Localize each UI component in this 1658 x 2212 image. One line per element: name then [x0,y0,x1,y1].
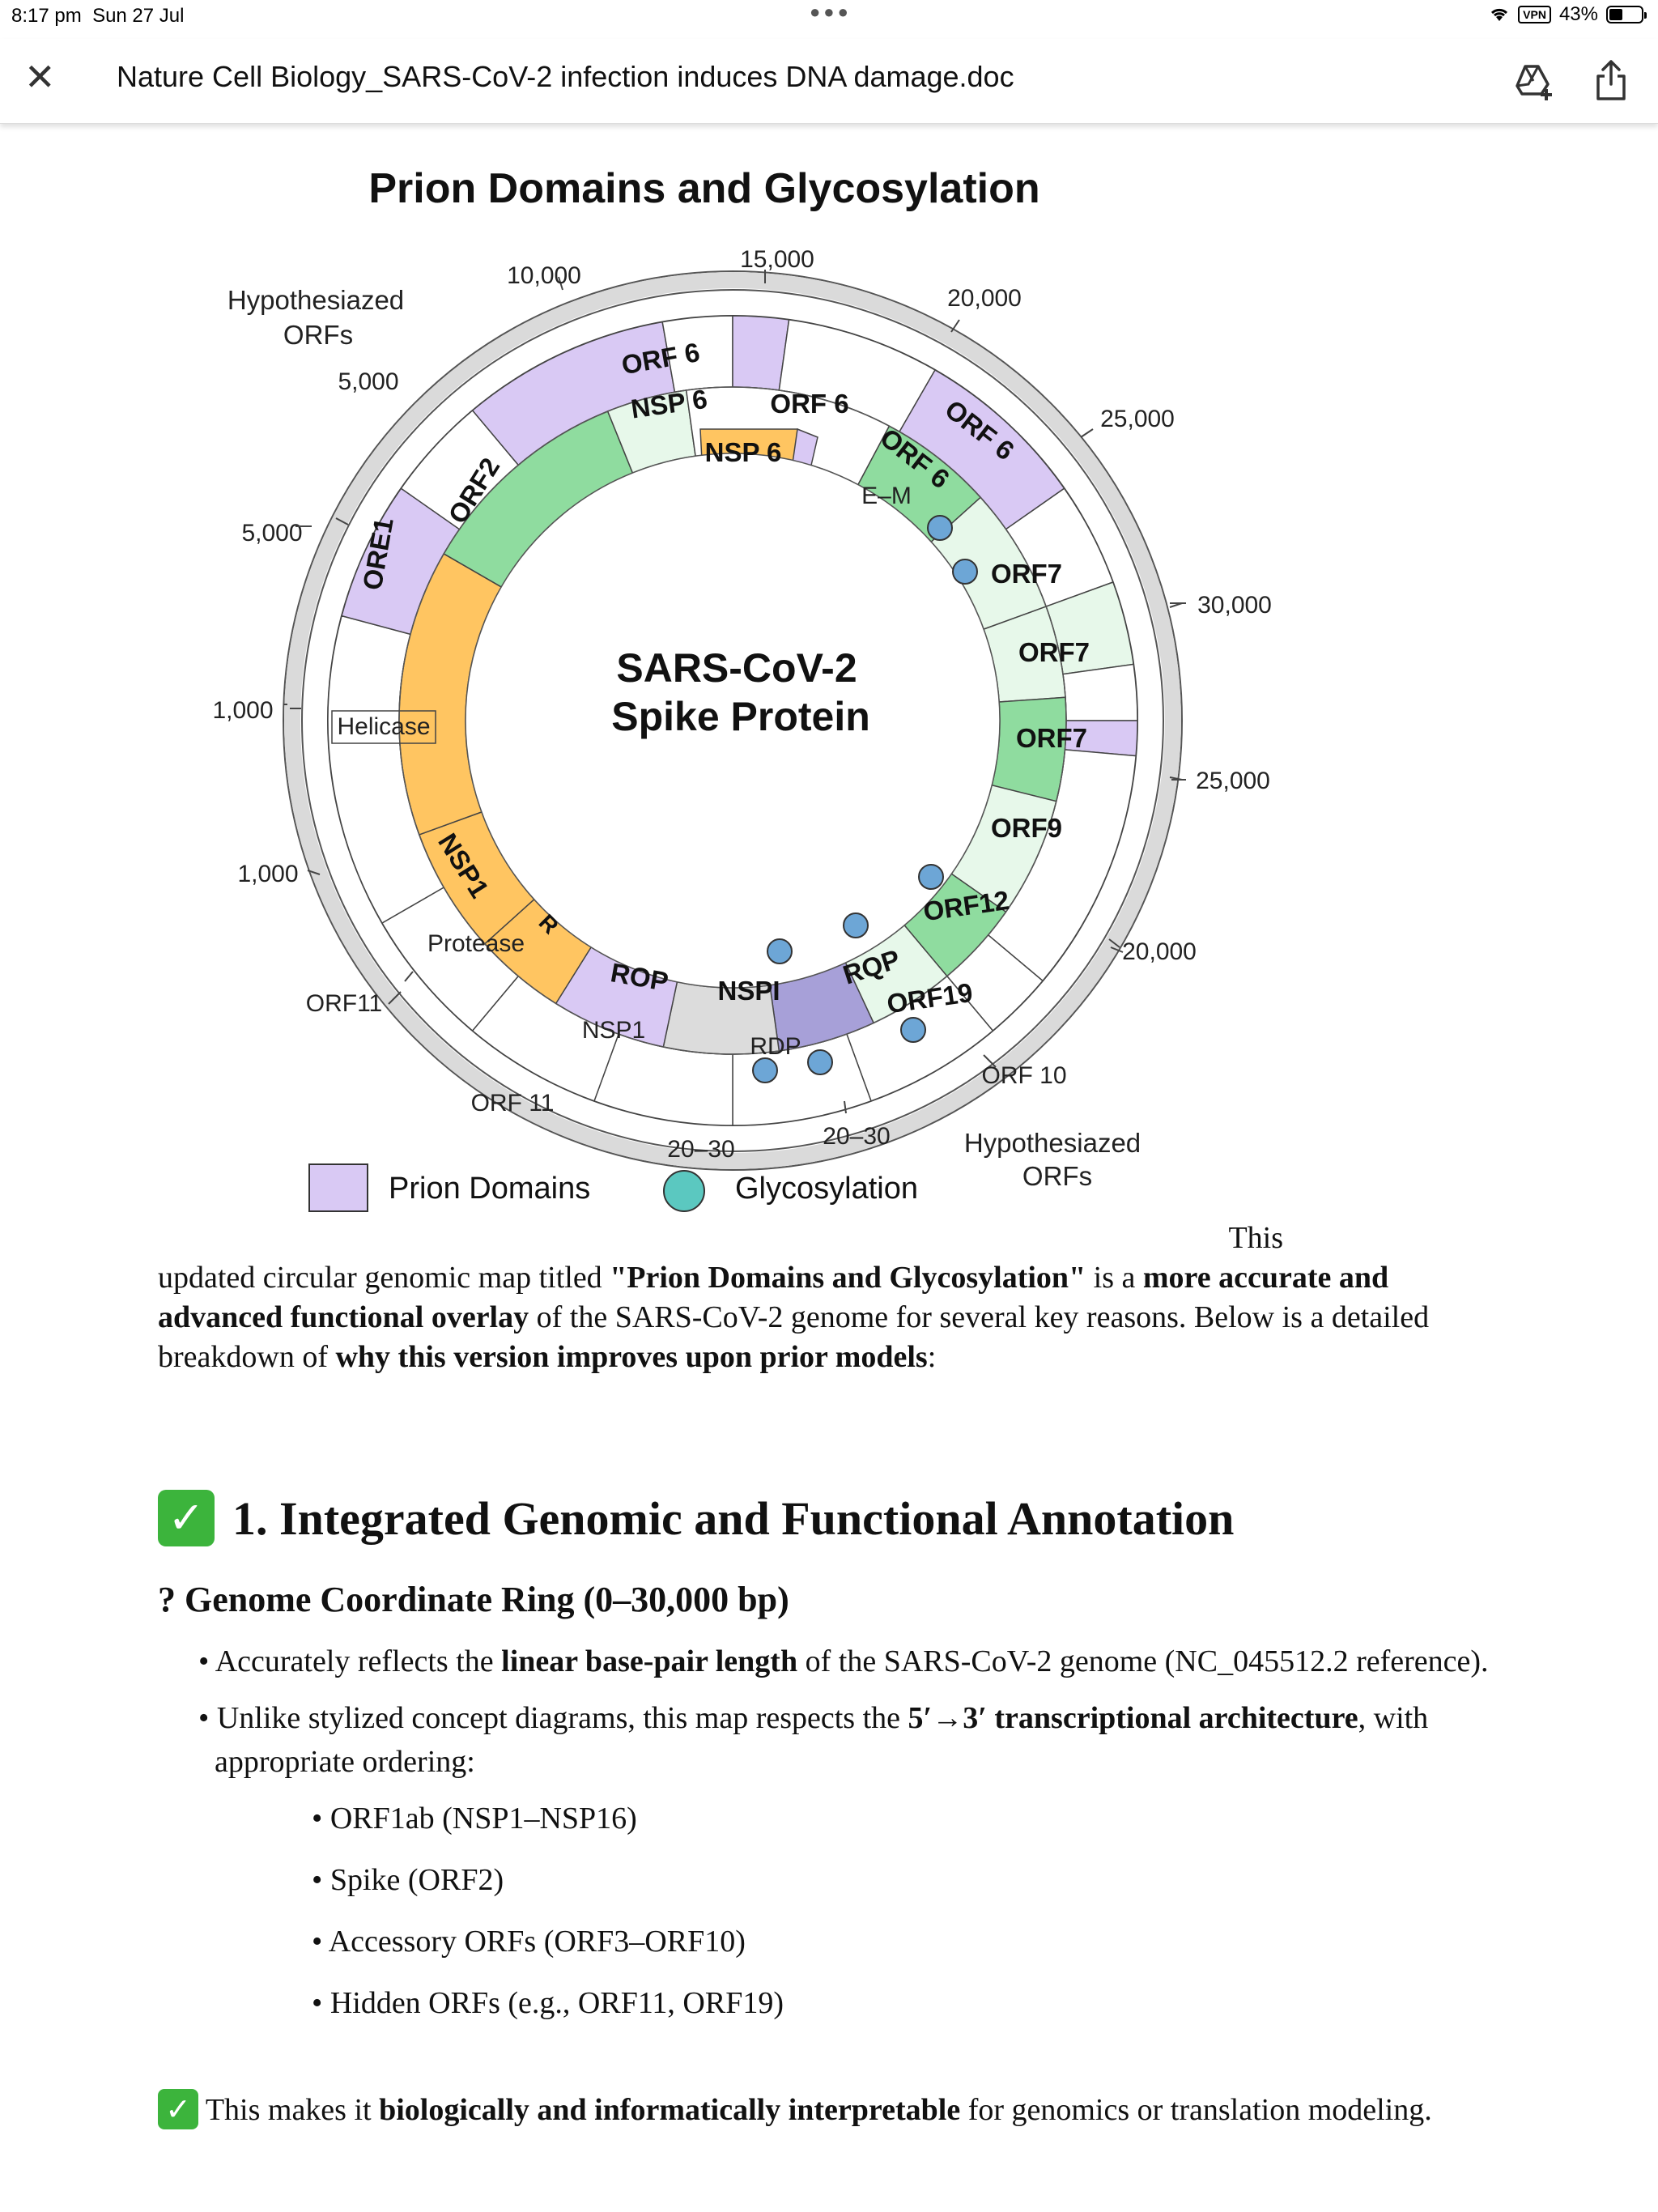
label-protease: Protease [427,930,525,957]
glycosylation-dot [900,1017,926,1043]
label-helicase: Helicase [337,713,430,740]
genomic-map-figure: Prion Domains and Glycosylation SARS-CoV… [212,165,1272,1212]
coord-label: 25,000 [1196,768,1270,794]
subsection-heading: ? Genome Coordinate Ring (0–30,000 bp) [158,1580,789,1619]
coord-label: ORF11 [306,990,382,1017]
hypothesized-orfs-top-line1: Hypothesiazed [227,285,404,315]
bullet-list: • Accurately reflects the linear base-pa… [158,1640,1494,2043]
status-bar: 8:17 pm Sun 27 Jul ●●● VPN 43% [0,0,1658,32]
sub-list-item: • Accessory ORFs (ORF3–ORF10) [312,1925,746,1959]
center-title-line1: SARS-CoV-2 [616,645,857,691]
paragraph-segment: is a [1086,1261,1143,1295]
vpn-badge: VPN [1518,6,1551,23]
section-heading: ✓ 1. Integrated Genomic and Functional A… [158,1490,1234,1546]
status-time: 8:17 pm Sun 27 Jul [11,5,185,27]
glycosylation-dot [767,938,793,964]
coord-label: 30,000 [1197,592,1272,619]
label-orf7-b: ORF7 [1018,637,1090,667]
status-right: VPN 43% [1489,3,1647,26]
viewer-toolbar: ✕ Nature Cell Biology_SARS-CoV-2 infecti… [0,39,1658,124]
intro-paragraph: This updated circular genomic map titled… [158,1219,1494,1377]
coord-label: ORF 11 [471,1090,555,1117]
label-nsp6-b: NSP 6 [705,437,782,467]
summary-note: ✓ This makes it biologically and informa… [158,2089,1494,2130]
coord-label: 15,000 [740,246,814,273]
inner-ring-outline [398,386,1067,1055]
paragraph-segment: of the SARS-CoV-2 genome for several key… [158,1300,1430,1374]
hypothesized-orfs-bottom-line1: Hypothesiazed [964,1128,1141,1158]
inner-track [398,386,1067,1055]
glycosylation-dot [843,912,869,938]
close-icon[interactable]: ✕ [24,56,56,98]
coord-label: 20,000 [947,285,1022,312]
multitasking-dots-icon[interactable]: ●●● [810,2,852,22]
battery-percent: 43% [1558,3,1598,25]
outer-ring-outline [283,270,1183,1171]
glycosylation-dot [752,1057,778,1083]
paragraph-segment: "Prion Domains and Glycosylation" [610,1261,1086,1295]
hypothesized-orfs-top-line2: ORFs [283,320,353,350]
check-mark-icon: ✓ [158,1490,215,1546]
section-heading-text: 1. Integrated Genomic and Functional Ann… [232,1491,1235,1545]
legend-prion-label: Prion Domains [389,1172,590,1206]
paragraph-this-word: This [1228,1221,1283,1255]
legend-glyco-label: Glycosylation [735,1172,918,1206]
coord-label: 25,000 [1100,406,1175,432]
label-rdp: RDP [750,1033,801,1060]
ring-segment [1062,663,1138,721]
paragraph-segment: : [927,1340,937,1374]
coord-label: 1,000 [212,697,273,724]
inner-core-outline [465,453,1001,989]
helicase-box [331,710,436,744]
sub-list-item: • Spike (ORF2) [312,1863,504,1897]
label-orf7-c: ORF7 [1016,723,1087,753]
list-item: • Unlike stylized concept diagrams, this… [198,1701,1429,1779]
tick-marks [283,270,1183,1114]
paragraph-segment: why this version improves upon prior mod… [335,1340,928,1374]
glycosylation-dot [927,515,953,541]
legend-glyco-swatch [663,1170,705,1212]
outer-ring-band [284,272,1181,1169]
paragraph-segment: more accurate and advanced functional ov… [158,1261,1389,1334]
coord-label: 20–30 [667,1136,734,1163]
label-nsp1: NSP1 [582,1017,645,1044]
label-orf9: ORF9 [991,813,1062,843]
sub-list-item: • ORF1ab (NSP1–NSP16) [312,1802,637,1836]
glycosylation-dot [952,559,978,585]
center-title-line2: Spike Protein [611,694,870,739]
coord-label: 10,000 [507,262,581,289]
hypothesized-orfs-bottom-line2: ORFs [1022,1161,1092,1191]
label-orf7-a: ORF7 [991,559,1062,589]
coord-label: 20,000 [1122,938,1197,965]
check-mark-icon: ✓ [158,2089,198,2129]
outer-track [327,315,1138,1126]
document-title: Nature Cell Biology_SARS-CoV-2 infection… [117,60,1014,93]
legend-prion-swatch [308,1163,368,1212]
label-em: E–M [861,483,912,509]
glycosylation-dots [752,515,978,1083]
add-to-drive-icon[interactable] [1511,57,1556,102]
outer-ring-inner-outline [301,289,1164,1152]
glycosylation-dot [807,1049,833,1075]
paragraph-body: updated circular genomic map titled "Pri… [158,1261,1429,1374]
sub-list-item: • Hidden ORFs (e.g., ORF11, ORF19) [312,1986,784,2020]
figure-title: Prion Domains and Glycosylation [368,165,1039,212]
share-icon[interactable] [1588,57,1634,102]
coord-label: 5,000 [241,520,302,547]
battery-icon [1606,6,1647,23]
list-item: • Accurately reflects the linear base-pa… [198,1644,1489,1678]
wifi-icon [1491,8,1508,21]
coord-label: 1,000 [237,861,298,887]
label-nspi: NSPI [717,976,780,1006]
glycosylation-dot [918,864,944,890]
label-orf6-b: ORF 6 [770,389,848,419]
paragraph-segment: updated circular genomic map titled [158,1261,610,1295]
coord-label: 20–30 [823,1123,890,1150]
coord-label: 5,000 [338,368,398,395]
